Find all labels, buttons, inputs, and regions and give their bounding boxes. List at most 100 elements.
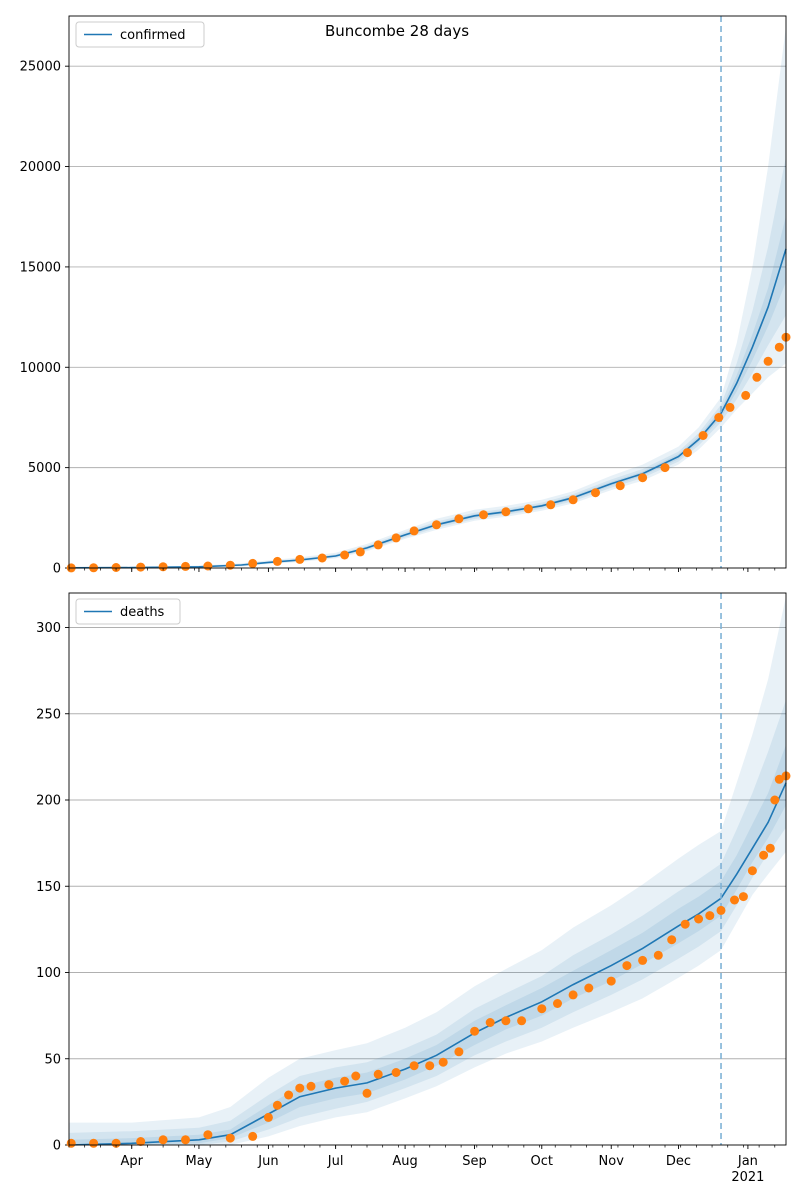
bottom-observed-point bbox=[284, 1090, 294, 1100]
top-observed-point bbox=[409, 526, 419, 536]
bottom-observed-point bbox=[306, 1081, 316, 1091]
top-axes-frame bbox=[68, 15, 787, 569]
top-legend-box bbox=[75, 21, 205, 48]
top-observed-point bbox=[203, 561, 213, 571]
bottom-observed-point bbox=[759, 850, 769, 860]
bottom-observed-point bbox=[425, 1061, 435, 1071]
top-observed-point bbox=[373, 540, 383, 550]
top-observed-point bbox=[638, 473, 648, 483]
top-observed-point bbox=[568, 495, 578, 505]
bottom-observed-point bbox=[181, 1135, 190, 1145]
top-observed-point bbox=[479, 510, 488, 520]
top-legend-label: confirmed bbox=[120, 28, 186, 43]
bottom-x-tick-label: Jul bbox=[327, 1154, 344, 1169]
bottom-observed-point bbox=[667, 935, 677, 945]
bottom-y-tick-label: 100 bbox=[36, 966, 61, 981]
bottom-observed-point bbox=[351, 1071, 361, 1081]
bottom-observed-point bbox=[136, 1137, 146, 1146]
top-observed-point bbox=[454, 514, 464, 524]
bottom-y-tick-label: 300 bbox=[36, 621, 61, 636]
top-observed-point bbox=[432, 520, 441, 530]
bottom-observed-point bbox=[765, 843, 775, 853]
bottom-observed-point bbox=[324, 1080, 334, 1090]
top-y-tick-label: 0 bbox=[53, 562, 61, 577]
top-observed-point bbox=[295, 554, 305, 564]
top-observed-point bbox=[523, 504, 533, 514]
bottom-observed-point bbox=[391, 1068, 401, 1077]
bottom-observed-point bbox=[485, 1018, 495, 1027]
bottom-observed-point bbox=[694, 914, 704, 924]
bottom-x-tick-label: Oct bbox=[531, 1154, 553, 1169]
top-observed-point bbox=[682, 448, 692, 458]
bottom-observed-point bbox=[738, 892, 748, 902]
bottom-y-tick-label: 150 bbox=[36, 880, 61, 895]
bottom-observed-point bbox=[373, 1069, 383, 1079]
bottom-legend: deaths bbox=[75, 598, 181, 625]
bottom-observed-point bbox=[584, 983, 594, 993]
bottom-observed-point bbox=[362, 1088, 372, 1098]
top-axes: 0 5000 10000 15000 20000 25000 confirmed bbox=[20, 15, 791, 577]
top-observed-point bbox=[752, 372, 762, 382]
top-observed-point bbox=[763, 356, 773, 366]
top-observed-point bbox=[615, 481, 625, 491]
top-observed-point bbox=[355, 547, 365, 557]
bottom-observed-point bbox=[89, 1138, 99, 1148]
bottom-observed-point bbox=[409, 1061, 419, 1071]
top-band-middle bbox=[69, 156, 786, 568]
bottom-observed-point bbox=[730, 895, 739, 905]
top-observed-point bbox=[225, 560, 235, 570]
top-y-tick-label: 5000 bbox=[28, 461, 61, 476]
bottom-observed-point bbox=[774, 774, 784, 784]
bottom-observed-point bbox=[66, 1138, 76, 1148]
top-observed-point bbox=[714, 413, 724, 422]
bottom-observed-point bbox=[716, 905, 726, 915]
bottom-observed-point bbox=[470, 1026, 480, 1036]
top-observed-point bbox=[698, 431, 708, 440]
bottom-x-tick-label: Aug bbox=[392, 1154, 417, 1169]
bottom-observed-point bbox=[295, 1083, 305, 1093]
top-y-tick-label: 10000 bbox=[20, 361, 61, 376]
top-model-line bbox=[68, 248, 787, 569]
figure-title: Buncombe 28 days bbox=[325, 22, 469, 40]
bottom-observed-point bbox=[747, 866, 757, 876]
bottom-observed-point bbox=[653, 950, 663, 960]
bottom-observed-point bbox=[248, 1131, 258, 1141]
bottom-observed-point bbox=[638, 955, 648, 965]
top-observed-point bbox=[317, 553, 327, 563]
bottom-observed-point bbox=[680, 919, 690, 929]
top-legend: confirmed bbox=[75, 21, 205, 48]
bottom-band-middle bbox=[69, 700, 786, 1145]
top-observed-point bbox=[136, 562, 146, 572]
top-y-tick-label: 20000 bbox=[20, 160, 61, 175]
top-observed-point bbox=[591, 488, 600, 498]
bottom-x-tick-label: Apr bbox=[120, 1154, 143, 1169]
bottom-observed-point bbox=[111, 1138, 121, 1148]
bottom-observed-point bbox=[537, 1004, 547, 1014]
bottom-observed-point bbox=[705, 911, 715, 921]
top-band-outer bbox=[69, 26, 786, 568]
bottom-band-outer bbox=[69, 596, 786, 1145]
bottom-observed-point bbox=[272, 1100, 282, 1110]
bottom-observed-point bbox=[517, 1016, 527, 1026]
top-observed-point bbox=[546, 500, 556, 510]
top-observed-point bbox=[181, 561, 190, 571]
bottom-observed-point bbox=[203, 1130, 213, 1140]
bottom-x-tick-label: Nov bbox=[599, 1154, 625, 1169]
top-observed-point bbox=[111, 563, 121, 572]
bottom-x-tick-label: 2021 bbox=[731, 1170, 764, 1185]
top-observed-point bbox=[272, 556, 282, 566]
top-observed-point bbox=[158, 562, 168, 572]
bottom-observed-point bbox=[606, 976, 616, 986]
bottom-observed-point bbox=[225, 1133, 235, 1143]
top-observed-point bbox=[741, 390, 751, 400]
bottom-observed-point bbox=[568, 990, 578, 1000]
bottom-x-tick-label: Jan bbox=[737, 1154, 758, 1169]
top-observed-point bbox=[501, 507, 511, 517]
bottom-legend-label: deaths bbox=[120, 605, 165, 620]
bottom-axes: 0 50 100 150 200 250 300 Apr May Jun Jul Aug Sep Oct N… bbox=[36, 592, 791, 1185]
bottom-legend-box bbox=[75, 598, 181, 625]
top-observed-point bbox=[340, 550, 350, 560]
top-y-tick-label: 15000 bbox=[20, 260, 61, 275]
bottom-y-tick-label: 200 bbox=[36, 794, 61, 809]
